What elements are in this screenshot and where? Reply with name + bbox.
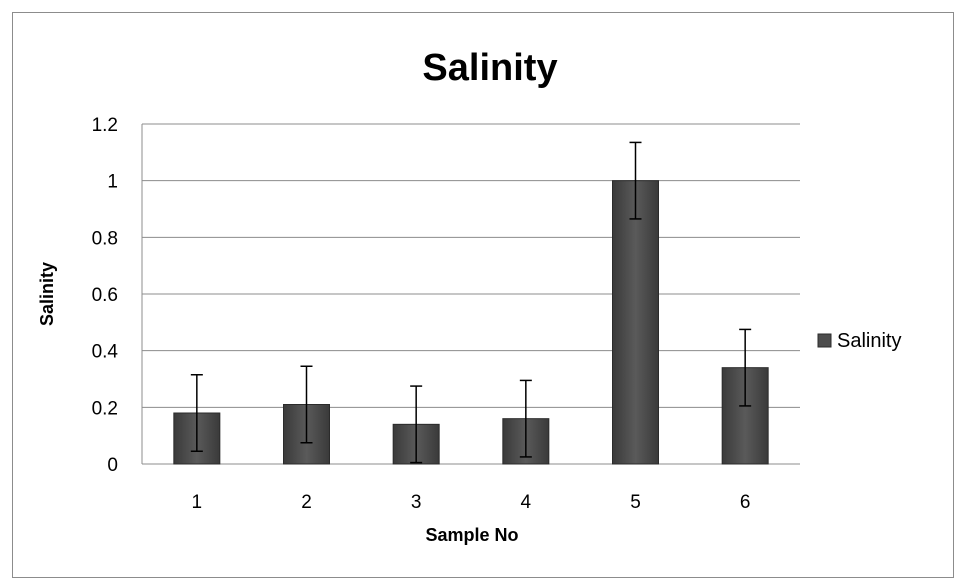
x-tick-label: 4 (521, 492, 532, 513)
x-tick-label: 5 (630, 492, 641, 513)
y-tick-label: 0.6 (92, 285, 118, 306)
y-tick-label: 0.8 (92, 228, 118, 249)
x-axis-title: Sample No (425, 525, 518, 545)
legend: Salinity (817, 330, 901, 352)
y-axis-title: Salinity (37, 262, 57, 326)
x-tick-labels: 1 2 3 4 5 6 (192, 492, 751, 513)
chart-title: Salinity (422, 47, 557, 89)
y-tick-label: 1.2 (92, 115, 118, 136)
legend-swatch (817, 333, 832, 348)
y-tick-label: 0 (107, 455, 118, 476)
bar (612, 180, 659, 465)
x-tick-label: 2 (301, 492, 312, 513)
x-tick-label: 6 (740, 492, 751, 513)
x-tick-label: 1 (192, 492, 203, 513)
gridlines (141, 123, 800, 465)
bars (173, 180, 769, 465)
x-tick-label: 3 (411, 492, 422, 513)
y-tick-label: 0.4 (92, 342, 119, 363)
y-tick-labels: 0 0.2 0.4 0.6 0.8 1 1.2 (92, 115, 119, 476)
error-bars (190, 141, 752, 464)
chart-frame (12, 12, 954, 578)
y-tick-label: 0.2 (92, 398, 118, 419)
y-tick-label: 1 (107, 172, 118, 193)
legend-label: Salinity (837, 330, 901, 352)
